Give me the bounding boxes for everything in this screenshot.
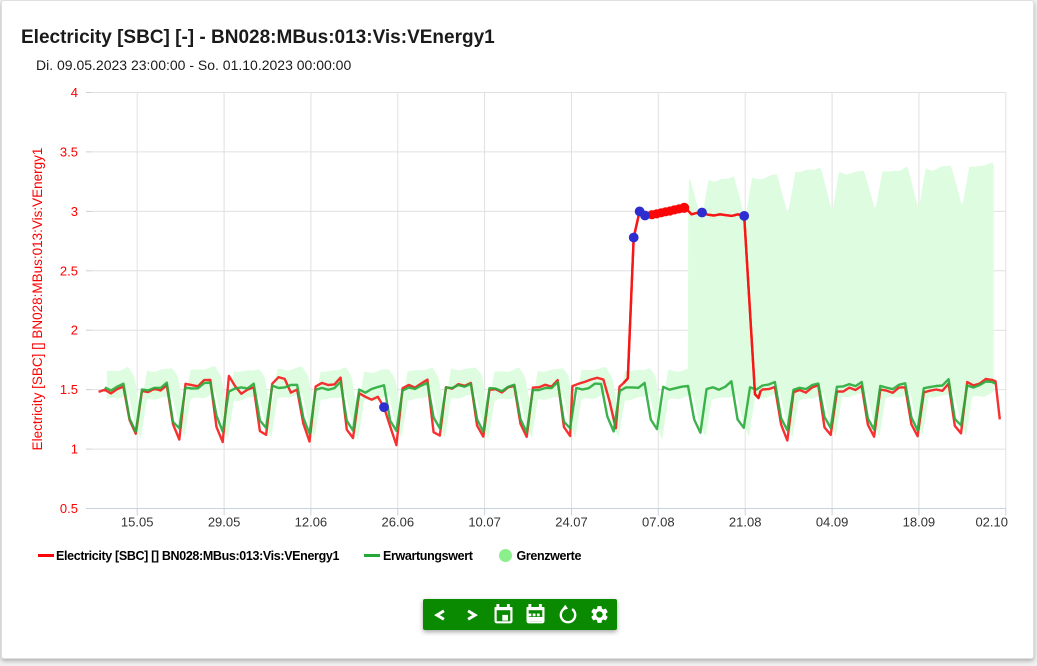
svg-text:29.05: 29.05 bbox=[208, 515, 241, 530]
svg-text:3: 3 bbox=[71, 204, 78, 219]
svg-text:1: 1 bbox=[71, 442, 78, 457]
svg-text:07.08: 07.08 bbox=[642, 515, 675, 530]
svg-text:10.07: 10.07 bbox=[468, 515, 501, 530]
svg-text:04.09: 04.09 bbox=[816, 515, 849, 530]
svg-text:2.5: 2.5 bbox=[60, 263, 78, 278]
svg-text:02.10: 02.10 bbox=[975, 515, 1008, 530]
svg-text:Electricity [SBC] [] BN028:MBu: Electricity [SBC] [] BN028:MBus:013:Vis:… bbox=[30, 148, 45, 451]
svg-text:21.08: 21.08 bbox=[729, 515, 762, 530]
svg-text:18.09: 18.09 bbox=[903, 515, 936, 530]
svg-text:26.06: 26.06 bbox=[382, 515, 415, 530]
svg-text:3.5: 3.5 bbox=[60, 144, 78, 159]
svg-text:24.07: 24.07 bbox=[555, 515, 588, 530]
svg-text:12.06: 12.06 bbox=[295, 515, 328, 530]
svg-text:1.5: 1.5 bbox=[60, 382, 78, 397]
svg-text:4: 4 bbox=[71, 85, 78, 100]
svg-text:15.05: 15.05 bbox=[121, 515, 154, 530]
svg-text:2: 2 bbox=[71, 323, 78, 338]
svg-text:0.5: 0.5 bbox=[60, 501, 78, 516]
